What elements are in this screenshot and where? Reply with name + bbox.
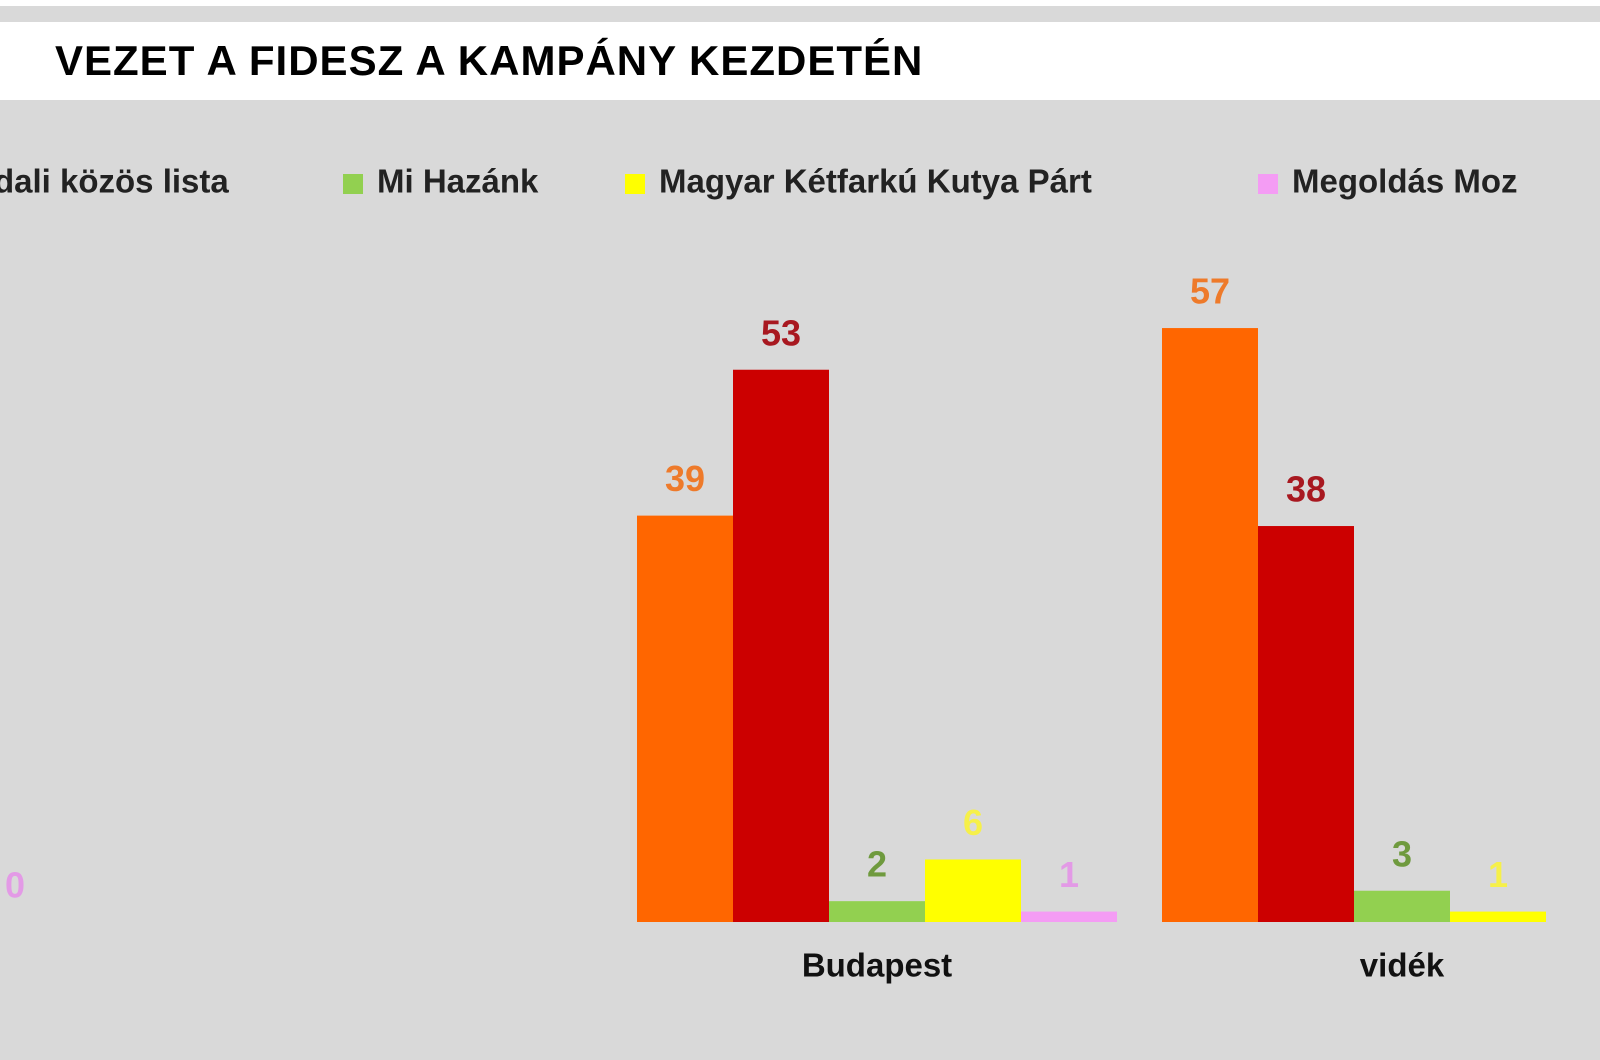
legend-marker: [343, 174, 363, 194]
bar: [637, 515, 733, 922]
value-label: 39: [665, 458, 705, 499]
legend-label: Mi Hazánk: [377, 163, 539, 200]
title-band: [0, 22, 1600, 100]
legend-marker: [625, 174, 645, 194]
bar: [1450, 911, 1546, 922]
bar: [1354, 890, 1450, 922]
bar: [1021, 911, 1117, 922]
x-tick-label: vidék: [1360, 947, 1445, 984]
value-label: 6: [963, 802, 983, 843]
value-label: 0: [5, 865, 25, 906]
value-label: 57: [1190, 271, 1230, 312]
bar: [829, 901, 925, 922]
bar: [733, 369, 829, 922]
legend-label: Megoldás Moz: [1292, 163, 1518, 200]
value-label: 53: [761, 312, 801, 353]
x-tick-label: Budapest: [802, 947, 952, 984]
bar: [1258, 526, 1354, 922]
legend-label: Magyar Kétfarkú Kutya Párt: [659, 163, 1092, 200]
chart-title: VEZET A FIDESZ A KAMPÁNY KEZDETÉN: [55, 37, 923, 84]
value-label: 2: [867, 844, 887, 885]
legend-marker: [1258, 174, 1278, 194]
value-label: 1: [1488, 854, 1508, 895]
value-label: 3: [1392, 833, 1412, 874]
value-label: 1: [1059, 854, 1079, 895]
top-strip: [0, 0, 1600, 6]
bar: [1162, 328, 1258, 922]
bar: [925, 859, 1021, 922]
value-label: 38: [1286, 469, 1326, 510]
legend-label: dali közös lista: [0, 163, 229, 200]
